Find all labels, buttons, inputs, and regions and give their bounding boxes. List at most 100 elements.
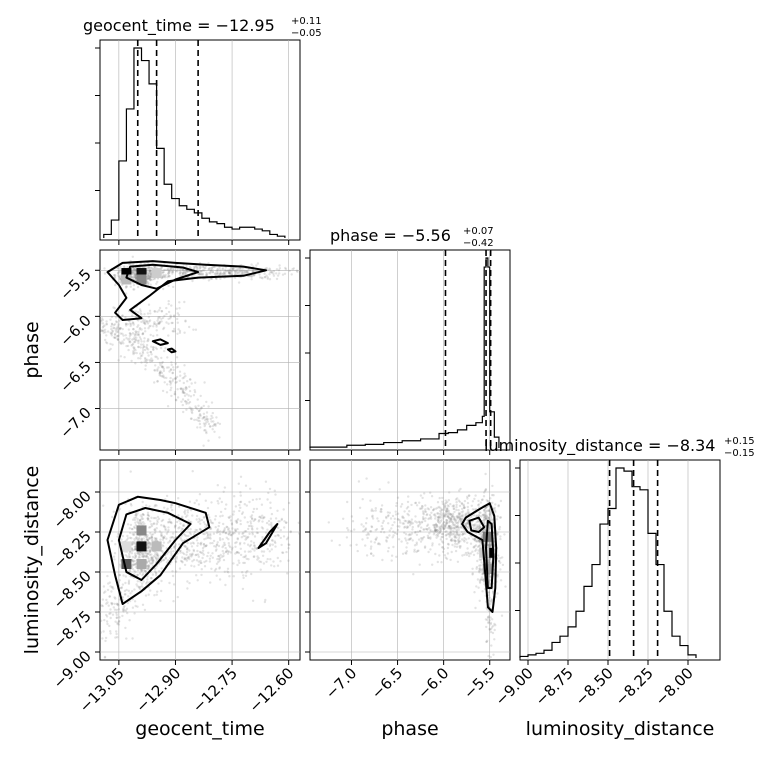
- scatter-point-lumdist-vs-phase-242: [478, 599, 481, 602]
- scatter-point-lumdist-vs-geocent-time-300: [137, 521, 140, 525]
- scatter-point-lumdist-vs-geocent-time-1088: [268, 544, 272, 547]
- scatter-point-lumdist-vs-geocent-time-62: [126, 523, 130, 526]
- scatter-point-phase-vs-geocent-time-1270: [146, 348, 150, 351]
- scatter-point-lumdist-vs-geocent-time-1092: [243, 555, 247, 559]
- scatter-point-lumdist-vs-phase-477: [480, 557, 484, 561]
- scatter-point-lumdist-vs-phase-655: [458, 515, 461, 519]
- scatter-point-lumdist-vs-phase-686: [440, 519, 443, 522]
- scatter-point-lumdist-vs-geocent-time-896: [141, 517, 145, 520]
- scatter-point-phase-vs-geocent-time-693: [269, 270, 272, 274]
- scatter-point-lumdist-vs-phase-328: [479, 541, 482, 544]
- scatter-point-lumdist-vs-phase-1375: [487, 591, 490, 594]
- scatter-point-lumdist-vs-phase-1319: [406, 542, 409, 545]
- scatter-point-phase-vs-geocent-time-24: [117, 270, 121, 273]
- scatter-point-lumdist-vs-phase-320: [499, 516, 503, 519]
- scatter-point-lumdist-vs-geocent-time-845: [199, 528, 202, 531]
- scatter-point-lumdist-vs-phase-1188: [429, 536, 432, 539]
- scatter-point-phase-vs-geocent-time-745: [227, 271, 230, 274]
- scatter-point-lumdist-vs-phase-701: [477, 544, 481, 548]
- scatter-point-lumdist-vs-phase-1192: [404, 551, 407, 554]
- scatter-point-lumdist-vs-phase-744: [475, 514, 479, 517]
- scatter-point-lumdist-vs-phase-644: [450, 539, 454, 542]
- scatter-point-phase-vs-geocent-time-593: [176, 267, 179, 270]
- scatter-point-lumdist-vs-geocent-time-888: [195, 529, 199, 532]
- scatter-point-lumdist-vs-geocent-time-894: [155, 557, 158, 560]
- scatter-point-lumdist-vs-phase-808: [478, 539, 481, 542]
- scatter-point-lumdist-vs-geocent-time-814: [197, 560, 200, 563]
- scatter-point-lumdist-vs-phase-938: [435, 530, 438, 534]
- scatter-point-lumdist-vs-geocent-time-1061: [225, 525, 228, 528]
- scatter-point-phase-vs-geocent-time-1249: [167, 366, 170, 369]
- scatter-point-lumdist-vs-phase-1147: [419, 540, 423, 543]
- scatter-point-lumdist-vs-geocent-time-249: [147, 552, 150, 555]
- scatter-point-lumdist-vs-phase-1070: [388, 534, 391, 537]
- scatter-point-phase-vs-geocent-time-978: [126, 344, 130, 348]
- scatter-point-lumdist-vs-geocent-time-178: [126, 534, 129, 538]
- scatter-point-lumdist-vs-geocent-time-569: [196, 549, 199, 553]
- scatter-point-lumdist-vs-geocent-time-923: [192, 548, 195, 552]
- scatter-point-lumdist-vs-phase-1136: [423, 528, 426, 531]
- scatter-point-phase-vs-geocent-time-902: [148, 320, 151, 323]
- scatter-point-lumdist-vs-phase-1318: [411, 528, 414, 531]
- scatter-point-lumdist-vs-geocent-time-1036: [239, 494, 242, 497]
- scatter-point-lumdist-vs-geocent-time-906: [239, 547, 242, 550]
- scatter-point-lumdist-vs-phase-1231: [442, 527, 445, 531]
- scatter-point-lumdist-vs-geocent-time-736: [225, 536, 228, 539]
- scatter-point-lumdist-vs-geocent-time-1132: [223, 527, 226, 530]
- scatter-point-lumdist-vs-geocent-time-542: [147, 514, 151, 518]
- scatter-point-lumdist-vs-phase-618: [439, 526, 443, 529]
- scatter-point-phase-vs-geocent-time-38: [122, 265, 126, 268]
- scatter-point-phase-vs-geocent-time-912: [176, 332, 179, 335]
- scatter-point-lumdist-vs-phase-1049: [444, 525, 447, 528]
- scatter-point-lumdist-vs-phase-1025: [363, 529, 366, 532]
- scatter-point-lumdist-vs-phase-153: [494, 503, 497, 506]
- scatter-point-lumdist-vs-phase-755: [442, 517, 445, 520]
- scatter-point-lumdist-vs-phase-350: [483, 511, 487, 514]
- scatter-point-lumdist-vs-geocent-time-691: [187, 534, 190, 538]
- scatter-point-phase-vs-geocent-time-970: [140, 361, 143, 364]
- scatter-point-lumdist-vs-geocent-time-1142: [217, 554, 220, 558]
- scatter-point-lumdist-vs-geocent-time-309: [142, 537, 145, 540]
- scatter-point-phase-vs-geocent-time-398: [209, 272, 212, 275]
- scatter-point-lumdist-vs-geocent-time-153: [146, 543, 149, 546]
- scatter-point-phase-vs-geocent-time-965: [159, 346, 163, 350]
- scatter-point-lumdist-vs-phase-907: [445, 507, 449, 510]
- scatter-point-lumdist-vs-phase-1254: [395, 555, 398, 558]
- scatter-point-lumdist-vs-geocent-time-615: [134, 513, 138, 516]
- scatter-point-lumdist-vs-geocent-time-653: [175, 555, 178, 558]
- scatter-point-lumdist-vs-phase-1309: [405, 539, 408, 542]
- scatter-point-lumdist-vs-geocent-time-1188: [238, 503, 241, 507]
- scatter-point-phase-vs-geocent-time-1133: [211, 416, 214, 419]
- scatter-point-lumdist-vs-phase-1093: [387, 522, 390, 525]
- scatter-point-phase-vs-geocent-time-1231: [113, 327, 116, 330]
- scatter-point-lumdist-vs-geocent-time-970: [235, 519, 239, 522]
- scatter-point-lumdist-vs-geocent-time-1257: [114, 597, 117, 600]
- scatter-point-lumdist-vs-phase-1261: [424, 519, 427, 523]
- scatter-point-lumdist-vs-phase-974: [452, 504, 455, 507]
- scatter-point-lumdist-vs-phase-752: [461, 517, 464, 521]
- scatter-point-phase-vs-geocent-time-575: [188, 265, 192, 269]
- scatter-point-phase-vs-geocent-time-892: [149, 324, 152, 328]
- scatter-point-phase-vs-geocent-time-1341: [204, 428, 207, 432]
- scatter-point-lumdist-vs-geocent-time-1269: [101, 598, 105, 601]
- scatter-point-lumdist-vs-geocent-time-566: [214, 567, 218, 571]
- scatter-point-lumdist-vs-geocent-time-966: [218, 497, 221, 500]
- scatter-point-lumdist-vs-geocent-time-275: [151, 556, 154, 559]
- scatter-point-phase-vs-geocent-time-1186: [146, 358, 149, 361]
- scatter-point-phase-vs-geocent-time-571: [250, 263, 253, 266]
- scatter-point-phase-vs-geocent-time-1197: [188, 378, 192, 381]
- scatter-point-phase-vs-geocent-time-889: [170, 304, 173, 307]
- scatter-point-lumdist-vs-phase-1153: [413, 548, 416, 551]
- scatter-point-lumdist-vs-geocent-time-1281: [106, 622, 109, 626]
- scatter-point-lumdist-vs-phase-795: [428, 513, 432, 517]
- scatter-point-lumdist-vs-phase-258: [499, 499, 503, 503]
- scatter-point-lumdist-vs-geocent-time-1296: [117, 604, 120, 607]
- scatter-point-lumdist-vs-phase-625: [463, 553, 466, 556]
- scatter-point-lumdist-vs-phase-879: [455, 536, 458, 539]
- scatter-point-phase-vs-geocent-time-1328: [134, 338, 137, 341]
- scatter-point-phase-vs-geocent-time-1313: [162, 369, 166, 373]
- scatter-point-phase-vs-geocent-time-627: [202, 266, 205, 269]
- scatter-point-phase-vs-geocent-time-790: [235, 269, 238, 272]
- scatter-point-lumdist-vs-geocent-time-1270: [124, 609, 128, 612]
- scatter-point-phase-vs-geocent-time-1321: [96, 330, 98, 332]
